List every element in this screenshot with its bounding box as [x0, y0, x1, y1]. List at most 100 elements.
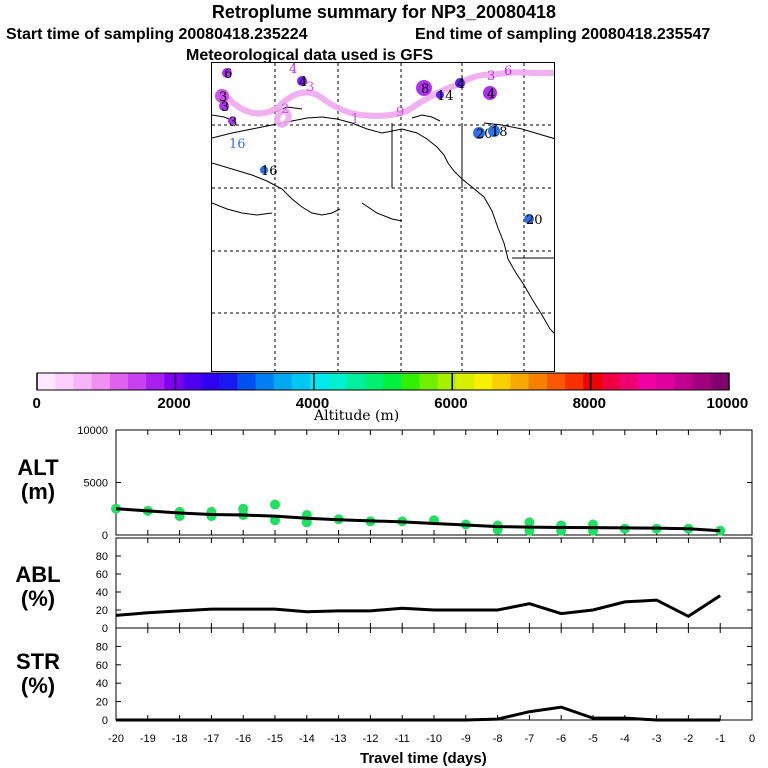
- colorbar-cell: [601, 373, 621, 390]
- colorbar-cell: [37, 373, 56, 390]
- y-tick-label: 40: [96, 678, 108, 690]
- colorbar-cell: [656, 373, 675, 390]
- x-tick-label: -3: [652, 733, 662, 745]
- map-marker-dot: [455, 78, 465, 88]
- colorbar-cell: [109, 373, 129, 390]
- colorbar-cell: [164, 373, 184, 390]
- alt-point: [270, 515, 280, 526]
- map-marker-dot: [222, 68, 232, 78]
- map-marker-dot: [228, 117, 236, 125]
- colorbar-cell: [619, 373, 639, 390]
- colorbar-cell: [182, 373, 202, 390]
- colorbar-cell: [455, 373, 475, 390]
- end-time: End time of sampling 20080418.235547: [415, 26, 711, 43]
- y-tick-label: 0: [102, 715, 108, 727]
- colorbar-cell: [565, 373, 584, 390]
- str-panel-label: STR (%): [6, 650, 70, 698]
- map-marker-dot: [260, 166, 268, 174]
- map-marker-dot: [297, 76, 307, 86]
- colorbar-cell: [419, 373, 439, 390]
- x-tick-label: -16: [235, 733, 251, 745]
- abl-label-line1: ABL: [15, 562, 61, 587]
- colorbar-cell: [200, 373, 220, 390]
- map-marker-label: 4: [299, 75, 307, 90]
- y-tick-label: 40: [96, 587, 108, 599]
- x-tick-label: -1: [715, 733, 725, 745]
- plume-trace: [224, 69, 554, 129]
- colorbar-title: Altitude (m): [314, 408, 400, 424]
- x-tick-label: -6: [556, 733, 566, 745]
- colorbar-cell: [510, 373, 530, 390]
- chart-title: Retroplume summary for NP3_20080418: [211, 2, 557, 22]
- map-grid: [212, 63, 554, 371]
- map-marker-dot: [524, 214, 534, 224]
- colorbar-cell: [55, 373, 74, 390]
- x-tick-label: -19: [140, 733, 156, 745]
- x-tick-label: -5: [588, 733, 598, 745]
- x-tick-label: -10: [426, 733, 442, 745]
- map-marker-label: 6: [504, 64, 512, 79]
- map-marker-label: 4: [487, 87, 495, 102]
- colorbar-tick-label: 4000: [295, 395, 330, 412]
- y-tick-label: 20: [96, 605, 108, 617]
- colorbar-tick-label: 8000: [572, 395, 606, 412]
- map-marker-label: 18: [491, 125, 508, 140]
- x-tick-label: -20: [108, 733, 124, 745]
- x-tick-label: -18: [172, 733, 188, 745]
- x-axis-title: Travel time (days): [360, 750, 487, 767]
- alt-point: [206, 511, 217, 522]
- y-tick-label: 0: [102, 530, 108, 542]
- colorbar-cell: [637, 373, 657, 390]
- colorbar: 0 2000 4000 6000 8000 10000 Altitude (m): [0, 370, 768, 430]
- y-tick-label: 10000: [77, 425, 108, 437]
- map-marker-label: 3: [487, 69, 495, 84]
- colorbar-cells: [37, 373, 730, 390]
- x-tick-label: -14: [299, 733, 315, 745]
- map-marker-label: 3: [229, 115, 237, 130]
- colorbar-cell: [328, 373, 348, 390]
- alt-label-line1: ALT: [17, 455, 59, 480]
- map-marker-label: 3: [219, 90, 227, 105]
- colorbar-cell: [474, 373, 493, 390]
- colorbar-cell: [237, 373, 257, 390]
- colorbar-cell: [583, 373, 603, 390]
- abl-panel-label: ABL (%): [6, 563, 70, 611]
- plume-map: 6 3 3 3 4 4 3 2 1 9 8 14 4 6 4 3 20 18 16 16 20: [211, 62, 555, 372]
- x-tick-label: -11: [395, 733, 410, 745]
- alt-panel-label: ALT (m): [6, 456, 70, 504]
- colorbar-cell: [219, 373, 238, 390]
- colorbar-cell: [364, 373, 384, 390]
- colorbar-cell: [710, 373, 730, 390]
- x-tick-label: 0: [749, 733, 755, 745]
- map-marker-dot: [416, 80, 432, 96]
- x-tick-label: -12: [362, 733, 378, 745]
- abl-label-line2: (%): [20, 586, 56, 611]
- map-marker-dot: [483, 86, 497, 100]
- y-tick-label: 80: [96, 551, 108, 563]
- map-marker-label: 2: [281, 102, 289, 117]
- map-marker-label: 9: [396, 105, 404, 120]
- colorbar-cell: [437, 373, 457, 390]
- x-tick-label: -4: [620, 733, 630, 745]
- series-line-alt: [115, 507, 721, 533]
- colorbar-cell: [310, 373, 329, 390]
- colorbar-cell: [492, 373, 511, 390]
- colorbar-tick-label: 2000: [157, 395, 191, 412]
- map-marker-label: 6: [224, 67, 232, 82]
- alt-point: [270, 499, 280, 510]
- x-tick-label: -13: [331, 733, 347, 745]
- map-marker-label: 1: [351, 112, 359, 127]
- colorbar-cell: [273, 373, 293, 390]
- colorbar-cell: [674, 373, 694, 390]
- colorbar-tick-label: 6000: [434, 395, 468, 412]
- series-line-abl: [115, 594, 722, 619]
- start-time: Start time of sampling 20080418.235224: [6, 26, 308, 43]
- series-line-str: [116, 705, 721, 722]
- colorbar-cell: [692, 373, 712, 390]
- y-tick-label: 20: [96, 697, 108, 709]
- colorbar-cell: [146, 373, 165, 390]
- met-data: Meteorological data used is GFS: [186, 47, 434, 64]
